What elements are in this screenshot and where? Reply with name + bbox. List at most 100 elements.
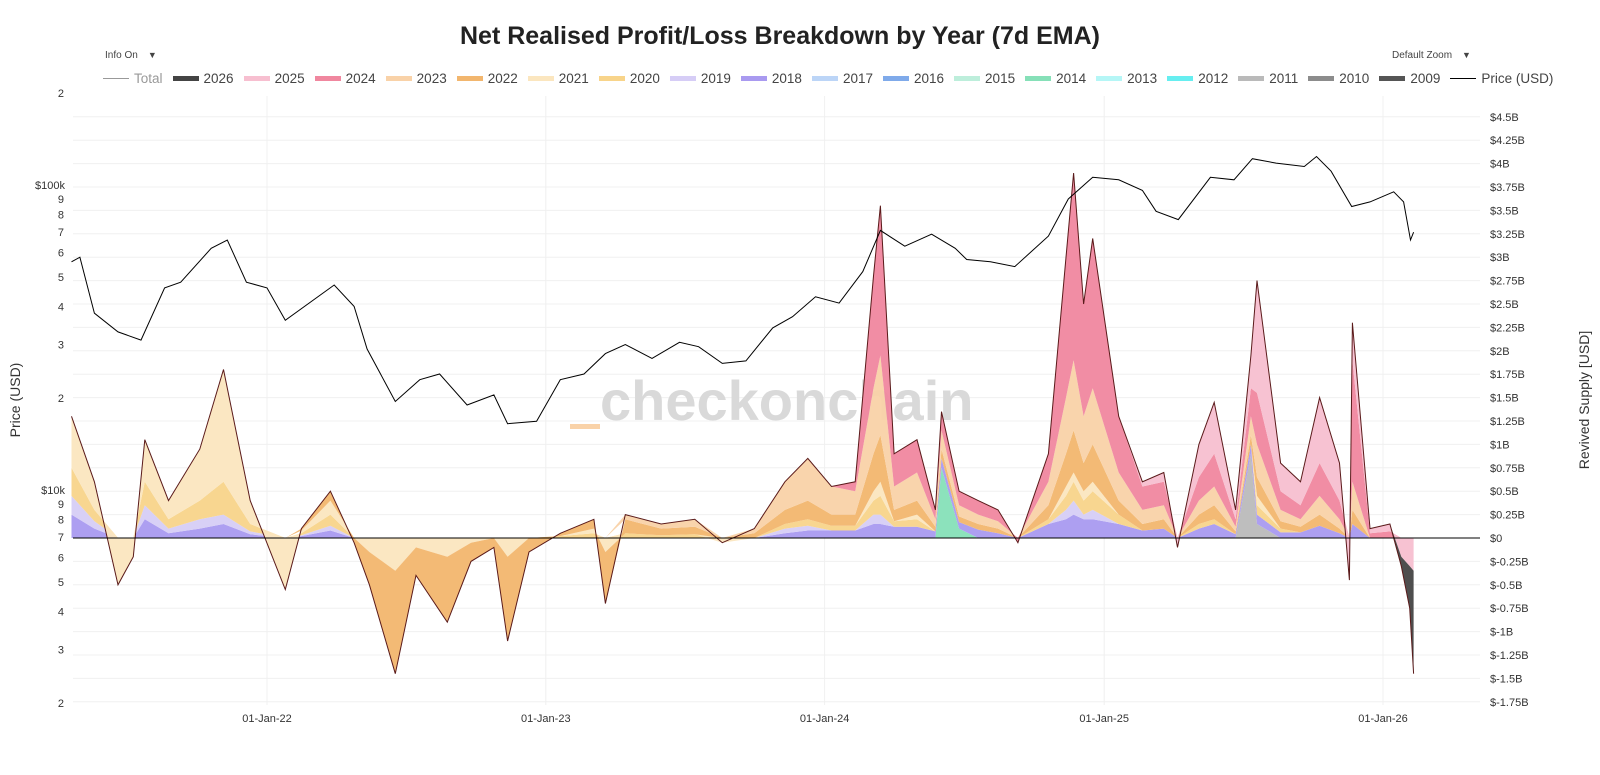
legend-item-2015[interactable]: 2015 bbox=[954, 71, 1015, 86]
x-tick-label: 01-Jan-25 bbox=[1079, 713, 1129, 725]
legend-label: 2009 bbox=[1410, 71, 1441, 86]
legend-swatch bbox=[103, 78, 129, 79]
area-cohort-2018 bbox=[71, 444, 1414, 538]
legend-item-2017[interactable]: 2017 bbox=[811, 71, 873, 86]
left-tick-label: 5 bbox=[58, 577, 64, 589]
right-tick-label: $-1.5B bbox=[1490, 673, 1522, 685]
watermark-logo-dash bbox=[570, 424, 600, 429]
legend-label: 2023 bbox=[416, 71, 447, 86]
legend-swatch bbox=[1167, 76, 1194, 81]
legend-label: 2022 bbox=[487, 71, 518, 86]
legend: Total 2026 2025 2024 2023 2022 2021 2020 2019 201… bbox=[103, 71, 1563, 86]
left-tick-label: 4 bbox=[58, 606, 64, 618]
legend-item-2016[interactable]: 2016 bbox=[883, 71, 944, 86]
left-tick-label: 2 bbox=[58, 88, 64, 100]
legend-item-2025[interactable]: 2025 bbox=[243, 71, 305, 86]
legend-item-total[interactable]: Total bbox=[103, 71, 163, 86]
legend-swatch bbox=[883, 76, 909, 81]
series-lines bbox=[71, 155, 1480, 674]
right-axis-title: Revived Supply [USD] bbox=[1576, 331, 1592, 470]
legend-label: 2011 bbox=[1269, 71, 1299, 86]
triangle-down-icon: ▼ bbox=[1462, 50, 1471, 60]
area-cohort-2024 bbox=[71, 173, 1414, 543]
legend-item-2013[interactable]: 2013 bbox=[1096, 71, 1157, 86]
x-tick-label: 01-Jan-24 bbox=[800, 713, 850, 725]
legend-item-2020[interactable]: 2020 bbox=[598, 71, 660, 86]
right-tick-label: $1B bbox=[1490, 439, 1510, 451]
legend-label: 2020 bbox=[629, 71, 660, 86]
x-tick-label: 01-Jan-26 bbox=[1358, 713, 1408, 725]
legend-label: 2013 bbox=[1127, 71, 1158, 86]
legend-item-2009[interactable]: 2009 bbox=[1379, 71, 1440, 86]
left-tick-label: 6 bbox=[58, 553, 64, 565]
legend-label: 2016 bbox=[914, 71, 945, 86]
legend-item-2024[interactable]: 2024 bbox=[314, 71, 376, 86]
left-tick-label: 2 bbox=[58, 393, 64, 405]
legend-item-price-usd-[interactable]: Price (USD) bbox=[1450, 71, 1553, 86]
legend-swatch bbox=[811, 76, 838, 81]
left-tick-label: 9 bbox=[58, 499, 64, 511]
right-tick-label: $4.5B bbox=[1490, 112, 1519, 124]
legend-label: 2024 bbox=[345, 71, 376, 86]
left-tick-label: 2 bbox=[58, 698, 64, 710]
right-tick-label: $0.75B bbox=[1490, 463, 1525, 475]
right-tick-label: $-1.25B bbox=[1490, 650, 1529, 662]
legend-item-2026[interactable]: 2026 bbox=[172, 71, 234, 86]
legend-item-2018[interactable]: 2018 bbox=[740, 71, 802, 86]
left-axis-title: Price (USD) bbox=[7, 363, 23, 438]
right-tick-label: $1.5B bbox=[1490, 393, 1519, 405]
legend-item-2022[interactable]: 2022 bbox=[456, 71, 518, 86]
legend-item-2010[interactable]: 2010 bbox=[1308, 71, 1369, 86]
right-tick-label: $3B bbox=[1490, 252, 1510, 264]
right-tick-label: $3.5B bbox=[1490, 205, 1519, 217]
right-tick-label: $3.75B bbox=[1490, 182, 1525, 194]
legend-label: 2015 bbox=[985, 71, 1016, 86]
right-tick-label: $4B bbox=[1490, 159, 1510, 171]
x-tick-label: 01-Jan-23 bbox=[521, 713, 571, 725]
area-cohort-2019 bbox=[71, 444, 1414, 538]
axes: $4.5B $4.25B $4B $3.75B $3.5B $3.25B $3B $2.75B… bbox=[35, 88, 1529, 725]
right-tick-label: $3.25B bbox=[1490, 229, 1525, 241]
legend-label: 2018 bbox=[771, 71, 802, 86]
left-tick-label: 7 bbox=[58, 532, 64, 544]
legend-swatch bbox=[1450, 78, 1477, 79]
legend-swatch bbox=[243, 76, 270, 81]
legend-item-2021[interactable]: 2021 bbox=[527, 71, 589, 86]
price-line bbox=[71, 155, 1415, 425]
right-tick-label: $-0.5B bbox=[1490, 580, 1522, 592]
x-tick-label: 01-Jan-22 bbox=[242, 713, 292, 725]
legend-label: 2021 bbox=[558, 71, 589, 86]
area-cohort-2023 bbox=[71, 355, 1414, 538]
legend-item-2012[interactable]: 2012 bbox=[1167, 71, 1228, 86]
right-tick-label: $2.5B bbox=[1490, 299, 1519, 311]
legend-label: Price (USD) bbox=[1481, 71, 1554, 86]
legend-swatch bbox=[1379, 76, 1406, 81]
legend-swatch bbox=[314, 76, 341, 81]
legend-label: 2026 bbox=[203, 71, 234, 86]
legend-swatch bbox=[172, 76, 199, 81]
right-tick-label: $-1.75B bbox=[1490, 697, 1529, 709]
legend-swatch bbox=[1096, 76, 1123, 81]
zoom-label: Default Zoom bbox=[1392, 50, 1453, 61]
right-tick-label: $2B bbox=[1490, 346, 1510, 358]
legend-label: 2010 bbox=[1339, 71, 1370, 86]
right-tick-label: $0 bbox=[1490, 533, 1502, 545]
right-tick-label: $4.25B bbox=[1490, 135, 1525, 147]
legend-item-2019[interactable]: 2019 bbox=[669, 71, 731, 86]
legend-swatch bbox=[527, 76, 554, 81]
legend-label: 2017 bbox=[842, 71, 873, 86]
legend-item-2014[interactable]: 2014 bbox=[1025, 71, 1086, 86]
left-tick-label: 5 bbox=[58, 272, 64, 284]
legend-item-2011[interactable]: 2011 bbox=[1238, 71, 1298, 86]
watermark: checkonchain bbox=[600, 369, 973, 432]
legend-swatch bbox=[1238, 76, 1265, 81]
legend-swatch bbox=[954, 76, 981, 81]
legend-item-2023[interactable]: 2023 bbox=[385, 71, 447, 86]
zoom-dropdown[interactable]: Default Zoom ▼ bbox=[1392, 50, 1471, 61]
left-tick-label: 3 bbox=[58, 644, 64, 656]
left-tick-label: $100k bbox=[35, 180, 65, 192]
legend-label: 2019 bbox=[700, 71, 731, 86]
info-toggle-dropdown[interactable]: Info On ▼ bbox=[105, 50, 157, 61]
right-tick-label: $0.25B bbox=[1490, 510, 1525, 522]
right-tick-label: $-0.25B bbox=[1490, 556, 1529, 568]
